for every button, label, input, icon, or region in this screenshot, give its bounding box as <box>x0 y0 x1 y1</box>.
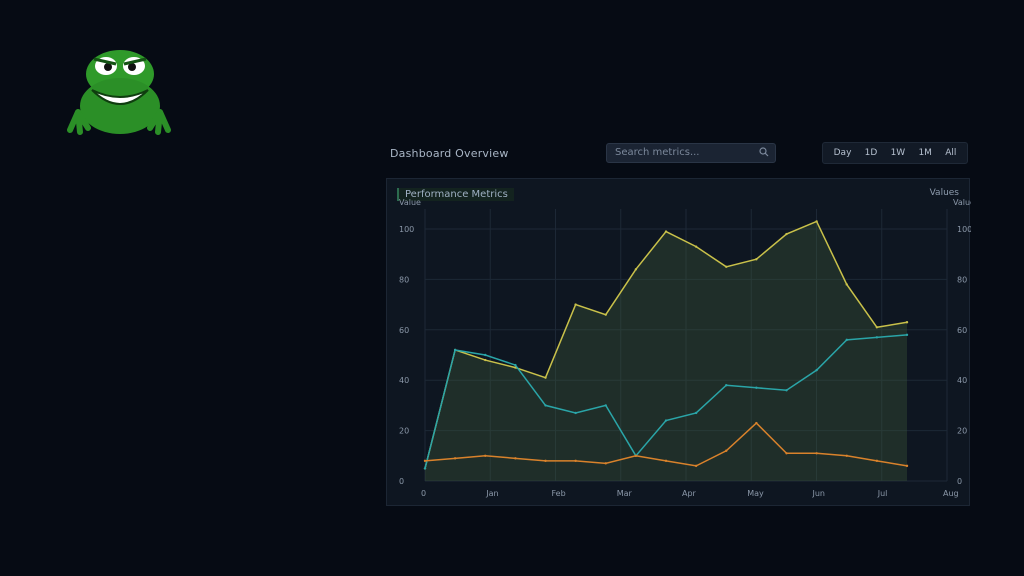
search-placeholder: Search metrics... <box>615 147 700 158</box>
y-tick-label-left: 80 <box>399 275 409 284</box>
series-point-1 <box>634 268 638 271</box>
x-tick-label: Jun <box>812 489 826 498</box>
series-point-3 <box>634 454 638 457</box>
series-point-2 <box>845 338 848 342</box>
y-tick-label-left: 40 <box>399 376 409 385</box>
series-point-1 <box>875 326 879 329</box>
series-point-2 <box>544 404 547 407</box>
series-point-2 <box>875 336 879 339</box>
series-point-3 <box>725 449 728 452</box>
x-tick-label: Jul <box>877 489 888 498</box>
page-title: Dashboard Overview <box>390 147 509 160</box>
x-tick-label: May <box>747 489 764 498</box>
series-point-2 <box>453 348 457 352</box>
search-input[interactable]: Search metrics... <box>606 143 776 163</box>
series-point-3 <box>785 452 788 455</box>
series-point-3 <box>694 464 698 468</box>
range-button-1m[interactable]: 1M <box>918 148 932 158</box>
series-point-3 <box>755 421 758 425</box>
series-point-1 <box>725 265 728 268</box>
series-point-1 <box>815 220 818 223</box>
series-point-2 <box>755 386 758 389</box>
series-point-3 <box>423 459 427 463</box>
y-tick-label-left: 60 <box>399 326 409 335</box>
range-button-1d[interactable]: 1D <box>864 148 878 158</box>
range-button-1w[interactable]: 1W <box>890 148 906 158</box>
chart-right-label: Values <box>929 188 959 198</box>
series-point-1 <box>785 232 788 236</box>
series-point-2 <box>694 411 698 415</box>
range-toolbar: Day 1D 1W 1M All <box>822 142 968 164</box>
y-axis-label-right: Value <box>953 198 971 207</box>
series-point-2 <box>785 389 788 392</box>
series-point-1 <box>544 376 547 379</box>
x-tick-label: Mar <box>617 489 633 498</box>
y-tick-label-right: 80 <box>957 275 967 284</box>
y-tick-label-right: 20 <box>957 427 967 436</box>
series-point-3 <box>604 462 607 465</box>
series-point-3 <box>544 459 547 463</box>
x-tick-label: Aug <box>943 489 959 498</box>
series-point-3 <box>453 457 457 460</box>
series-point-2 <box>514 363 517 367</box>
series-point-2 <box>484 353 487 357</box>
series-point-1 <box>574 303 577 306</box>
x-tick-label: Apr <box>682 489 697 498</box>
series-point-3 <box>845 454 848 457</box>
chart-title: Performance Metrics <box>397 188 514 201</box>
series-point-2 <box>423 467 427 470</box>
series-point-2 <box>905 333 909 337</box>
series-point-1 <box>604 313 607 316</box>
series-point-1 <box>664 230 668 233</box>
series-point-1 <box>905 321 909 324</box>
line-chart: 100 100 80 80 60 60 40 40 20 20 0 0 0 Jan Feb Mar Apr May… <box>399 198 971 498</box>
series-point-3 <box>815 452 818 455</box>
range-button-all[interactable]: All <box>945 148 957 158</box>
x-tick-label: Jan <box>485 489 498 498</box>
search-icon <box>759 147 769 157</box>
series-point-3 <box>905 464 909 468</box>
series-point-2 <box>725 384 728 387</box>
x-tick-label: 0 <box>421 489 426 498</box>
y-tick-label-right: 0 <box>957 477 962 486</box>
series-point-1 <box>484 358 487 362</box>
series-point-3 <box>484 454 487 457</box>
y-tick-label-left: 0 <box>399 477 404 486</box>
series-point-2 <box>574 411 577 415</box>
series-point-3 <box>514 457 517 460</box>
series-a-area <box>425 221 907 481</box>
y-tick-label-right: 100 <box>957 225 971 234</box>
series-point-1 <box>845 283 848 286</box>
frog-logo <box>67 50 171 135</box>
series-point-1 <box>694 245 698 248</box>
series-point-1 <box>755 258 758 261</box>
y-tick-label-right: 40 <box>957 376 967 385</box>
range-button-day[interactable]: Day <box>833 148 852 158</box>
series-point-2 <box>815 368 818 372</box>
y-tick-label-left: 100 <box>399 225 414 234</box>
series-point-3 <box>875 459 879 463</box>
series-point-2 <box>604 404 607 407</box>
series-point-3 <box>574 459 577 463</box>
y-tick-label-right: 60 <box>957 326 967 335</box>
y-tick-label-left: 20 <box>399 427 409 436</box>
series-point-3 <box>664 459 668 463</box>
x-tick-label: Feb <box>552 489 566 498</box>
series-point-2 <box>664 419 668 422</box>
y-axis-label-left: Value <box>399 198 421 207</box>
chart-panel: Performance Metrics Values 100 100 80 80 60 6… <box>386 178 971 506</box>
